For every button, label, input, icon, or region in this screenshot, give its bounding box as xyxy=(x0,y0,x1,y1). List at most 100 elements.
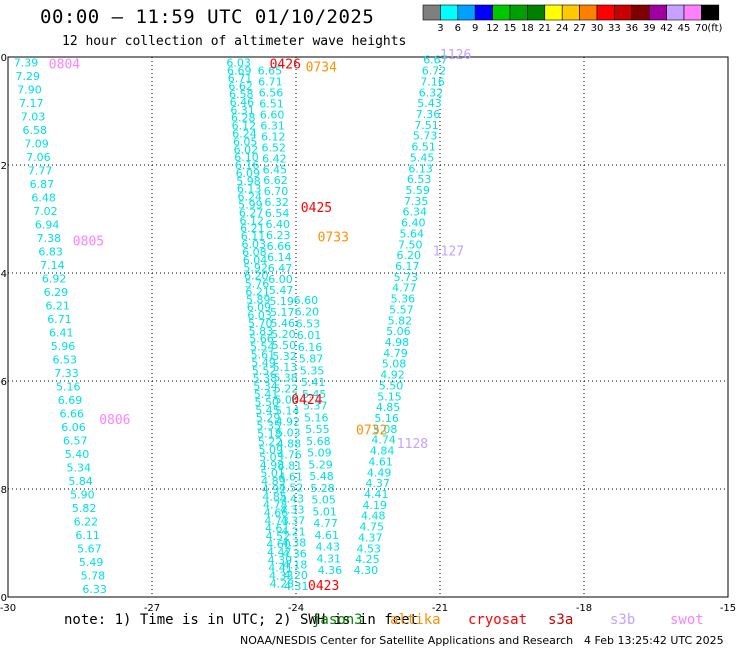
wave-height-value: 4.77 xyxy=(313,517,338,530)
wave-height-value: 5.08 xyxy=(373,423,398,436)
wave-height-value: 6.03 xyxy=(241,238,265,251)
legend-label: 39 xyxy=(643,23,656,34)
y-tick-label: -8 xyxy=(0,485,7,496)
wave-height-value: 6.20 xyxy=(244,270,269,283)
wave-height-value: 5.49 xyxy=(251,356,275,369)
pass-time-label: 1127 xyxy=(433,244,464,259)
wave-height-value: 7.38 xyxy=(37,232,62,245)
wave-height-value: 7.14 xyxy=(40,259,65,272)
wave-height-value: 6.29 xyxy=(44,286,69,299)
wave-height-value: 5.41 xyxy=(301,376,326,389)
wave-height-value: 5.35 xyxy=(257,420,282,433)
wave-height-value: 6.21 xyxy=(45,299,70,312)
wave-height-value: 5.59 xyxy=(405,184,430,197)
wave-height-value: 6.53 xyxy=(52,353,76,366)
wave-height-value: 5.66 xyxy=(249,333,273,346)
pass-time-label: 0805 xyxy=(73,235,104,250)
wave-height-value: 6.41 xyxy=(49,326,74,339)
y-tick-label: -4 xyxy=(0,269,7,280)
satellite-name: s3a xyxy=(548,612,574,628)
wave-height-value: 4.74 xyxy=(371,434,396,447)
wave-height-value: 5.50 xyxy=(379,379,404,392)
wave-height-value: 6.11 xyxy=(75,529,100,542)
wave-height-value: 5.48 xyxy=(309,470,334,483)
wave-height-value: 5.13 xyxy=(273,361,298,374)
wave-height-value: 5.83 xyxy=(249,325,274,338)
wave-height-value: 6.06 xyxy=(61,421,86,434)
wave-height-value: 5.68 xyxy=(306,435,331,448)
wave-height-value: 4.81 xyxy=(278,460,303,473)
wave-height-value: 5.09 xyxy=(258,443,283,456)
legend-unit: (ft) xyxy=(707,23,722,34)
wave-height-value: 5.45 xyxy=(255,404,280,417)
wave-height-value: 5.98 xyxy=(236,175,261,188)
wave-height-value: 5.37 xyxy=(303,400,328,413)
wave-height-value: 4.19 xyxy=(362,499,387,512)
wave-height-value: 4.85 xyxy=(376,401,401,414)
wave-height-value: 5.87 xyxy=(299,353,324,366)
legend-swatch xyxy=(648,4,667,21)
wave-height-value: 5.05 xyxy=(311,494,336,507)
wave-height-value: 6.53 xyxy=(296,317,321,330)
wave-height-value: 5.46 xyxy=(271,317,296,330)
wave-height-value: 6.69 xyxy=(58,394,82,407)
wave-height-value: 6.51 xyxy=(259,97,284,110)
legend-swatch xyxy=(666,4,685,21)
wave-height-value: 5.45 xyxy=(410,151,435,164)
wave-height-value: 6.32 xyxy=(264,196,289,209)
pass-labels: 0804 0805 0806 0426 0734 0425 0733 0424 0732 0423… xyxy=(49,48,472,594)
wave-height-value: 6.00 xyxy=(268,273,293,286)
x-tick-label: -18 xyxy=(576,603,592,614)
pass-time-label: 0734 xyxy=(306,61,337,76)
wave-height-value: 5.73 xyxy=(413,130,438,143)
wave-height-value: 4.31 xyxy=(317,552,342,565)
wave-height-value: 6.20 xyxy=(295,306,320,319)
wave-height-value: 5.29 xyxy=(256,412,281,425)
wave-height-value: 5.16 xyxy=(374,412,399,425)
wave-height-value: 5.70 xyxy=(248,317,273,330)
wave-height-value: 4.85 xyxy=(262,491,287,504)
legend-swatch xyxy=(701,4,720,21)
legend-swatch xyxy=(579,4,598,21)
wave-height-value: 4.41 xyxy=(364,488,389,501)
wave-height-value: 5.22 xyxy=(274,383,299,396)
wave-height-value: 5.57 xyxy=(389,303,414,316)
wave-height-value: 7.90 xyxy=(17,83,41,96)
wave-height-value: 6.12 xyxy=(261,130,286,143)
legend-swatch xyxy=(457,4,476,21)
wave-height-value: 6.47 xyxy=(268,262,293,275)
satellite-name: jason3 xyxy=(312,612,363,628)
wave-height-value: 4.60 xyxy=(266,538,291,551)
legend-label: 24 xyxy=(556,23,569,34)
wave-height-value: 5.45 xyxy=(302,388,327,401)
wave-height-value: 4.31 xyxy=(284,580,309,593)
legend-label: 42 xyxy=(660,23,673,34)
satellite-name: s3b xyxy=(610,612,636,628)
x-tick-label: -30 xyxy=(0,603,16,614)
wave-height-value: 5.40 xyxy=(65,448,90,461)
wave-height-value: 4.89 xyxy=(261,475,286,488)
legend-swatch xyxy=(544,4,563,21)
wave-height-value: 6.45 xyxy=(263,163,288,176)
legend-label: 6 xyxy=(455,23,461,34)
wave-height-value: 7.33 xyxy=(54,367,79,380)
wave-height-value: 6.16 xyxy=(298,341,323,354)
wave-height-value: 4.61 xyxy=(278,470,303,483)
wave-height-value: 4.37 xyxy=(281,514,306,527)
pass-time-label: 0425 xyxy=(301,201,332,216)
wave-height-value: 5.36 xyxy=(391,293,416,306)
map-frame xyxy=(7,56,729,598)
wave-height-value: 6.33 xyxy=(82,583,107,596)
wave-height-value: 6.03 xyxy=(247,309,272,322)
wave-height-value: 5.82 xyxy=(72,502,97,515)
wave-height-value: 4.76 xyxy=(277,449,302,462)
wave-height-value: 4.28 xyxy=(270,578,295,591)
wave-height-value: 6.42 xyxy=(262,152,287,165)
wave-height-value: 4.25 xyxy=(355,553,380,566)
wave-height-value: 4.39 xyxy=(268,554,293,567)
legend-label: 12 xyxy=(486,23,499,34)
wave-height-value: 6.40 xyxy=(265,218,290,231)
y-tick-label: -10 xyxy=(0,593,7,604)
wave-height-value: 5.32 xyxy=(272,350,297,363)
pass-time-label: 1128 xyxy=(397,437,428,452)
